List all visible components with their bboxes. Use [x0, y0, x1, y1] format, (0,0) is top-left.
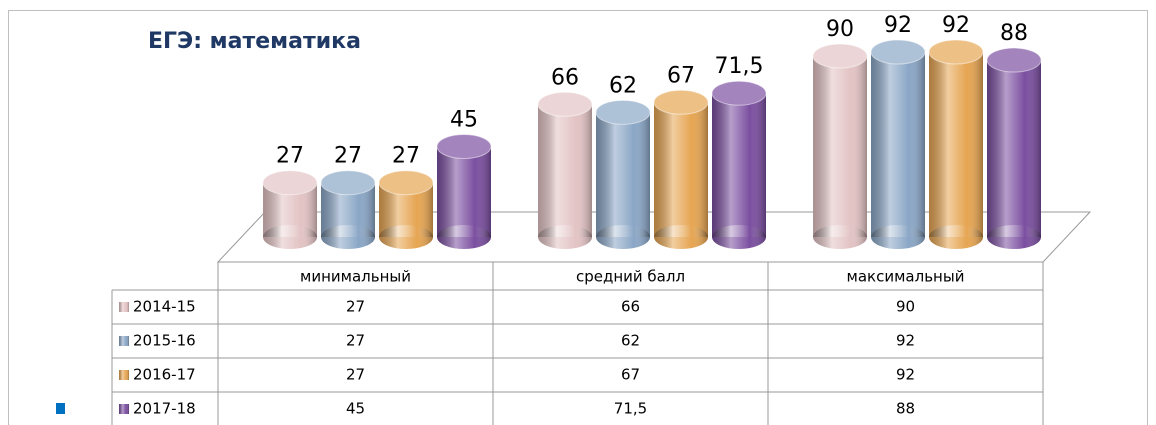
bar-top-shine [871, 40, 925, 64]
column-header: средний балл [576, 268, 685, 286]
bar-top [986, 47, 1042, 73]
bar-top [928, 39, 984, 65]
bar-top-shine [379, 170, 433, 195]
bar-top [870, 39, 926, 65]
bar-top-shine [654, 90, 708, 115]
value-label: 62 [609, 73, 637, 98]
bar-shade-base [538, 225, 592, 249]
bar-shade [538, 104, 592, 237]
bar-top [537, 91, 593, 117]
table-cell: 90 [896, 298, 915, 316]
table-cell: 67 [621, 366, 640, 384]
bar-top-shine [538, 92, 592, 117]
value-label: 66 [551, 65, 579, 90]
bar-shade-base [654, 225, 708, 249]
bar-shade [929, 52, 983, 237]
legend-swatch-shade [119, 336, 129, 346]
bar-shade-base [596, 225, 650, 249]
bar-shade-base [929, 225, 983, 249]
chart-border [8, 10, 1148, 425]
chart-title: ЕГЭ: математика [148, 29, 361, 54]
bar-top-shine [813, 44, 867, 69]
bar-top-shine [929, 40, 983, 64]
value-label: 45 [450, 108, 478, 133]
bar-top-shine [596, 100, 650, 125]
bullet [56, 403, 65, 414]
bar-top [595, 99, 651, 125]
bar-top [320, 170, 376, 196]
legend-label: 2016-17 [133, 366, 196, 384]
value-label: 92 [942, 13, 970, 38]
bar-shade-base [379, 225, 433, 249]
legend-swatch-shade [119, 370, 129, 380]
bar-top-shine [321, 170, 375, 195]
bar-top-shine [437, 134, 491, 159]
bar-shade [596, 112, 650, 237]
bar-top [378, 170, 434, 196]
table-cell: 62 [621, 332, 640, 350]
bar-shade [437, 146, 491, 237]
value-label: 90 [826, 17, 854, 42]
bar-shade-base [712, 225, 766, 249]
value-label: 27 [334, 144, 362, 169]
table-cell: 66 [621, 298, 640, 316]
bar-shade [987, 60, 1041, 237]
value-label: 27 [392, 144, 420, 169]
column-header: минимальный [300, 268, 411, 286]
bar-shade-base [987, 225, 1041, 249]
value-label: 67 [667, 63, 695, 88]
legend-label: 2015-16 [133, 332, 196, 350]
bar-top-shine [263, 170, 317, 195]
legend-label: 2014-15 [133, 298, 196, 316]
value-label: 88 [1000, 21, 1028, 46]
bar-top-shine [987, 48, 1041, 73]
bar-shade-base [263, 225, 317, 249]
value-label: 71,5 [715, 54, 764, 79]
legend-swatch-shade [119, 302, 129, 312]
value-label: 92 [884, 13, 912, 38]
bar-top [262, 170, 318, 196]
bar-shade [871, 52, 925, 237]
bar-top [711, 80, 767, 106]
bar-top [653, 89, 709, 115]
bar-shade [813, 56, 867, 237]
bar-shade-base [813, 225, 867, 249]
bar-shade-base [321, 225, 375, 249]
bar-shade-base [437, 225, 491, 249]
table-cell: 27 [346, 332, 365, 350]
column-header: максимальный [847, 268, 965, 286]
table-cell: 45 [346, 400, 365, 418]
bar-shade [654, 102, 708, 238]
bar-top [436, 134, 492, 160]
legend-swatch-shade [119, 404, 129, 414]
table-cell: 27 [346, 366, 365, 384]
bar-shade-base [871, 225, 925, 249]
value-label: 27 [276, 144, 304, 169]
bar-top [812, 43, 868, 69]
table-cell: 88 [896, 400, 915, 418]
table-cell: 27 [346, 298, 365, 316]
legend-label: 2017-18 [133, 400, 196, 418]
bar-shade [712, 93, 766, 237]
table-cell: 92 [896, 366, 915, 384]
table-cell: 92 [896, 332, 915, 350]
table-cell: 71,5 [614, 400, 647, 418]
bar-top-shine [712, 81, 766, 106]
